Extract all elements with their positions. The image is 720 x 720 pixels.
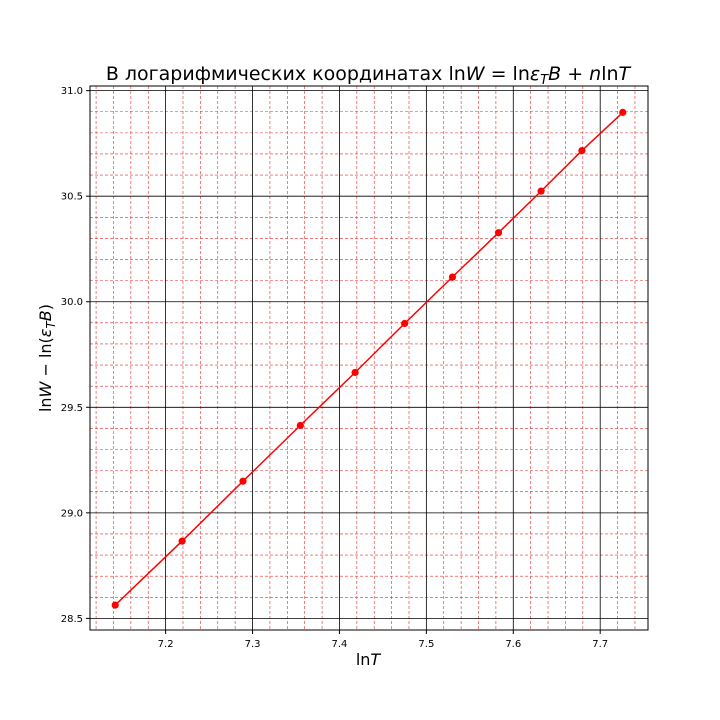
x-axis-label: lnT [356,650,382,669]
data-point [537,187,545,195]
y-tick-label: 28.5 [61,614,83,625]
tick-labels: 7.2 7.3 7.4 7.5 7.6 7.7 28.5 29.0 29.5 30.0 30.5 31… [61,86,608,650]
series-line [114,111,624,606]
y-tick-label: 29.5 [61,403,83,414]
data-point [296,421,304,430]
major-grid [90,86,648,630]
y-tick-label: 30.0 [61,297,83,308]
data-point [494,229,503,237]
data-point [448,273,457,281]
y-tick-label: 31.0 [61,86,83,97]
y-tick-label: 29.0 [61,508,83,519]
y-tick-label: 30.5 [61,192,83,203]
data-point [401,319,409,328]
tick-marks [86,90,601,634]
x-tick-label: 7.4 [331,639,347,650]
plot-frame [89,85,649,631]
data-point [111,601,119,609]
data-point [351,368,359,377]
data-point [578,146,586,155]
data-series [111,108,627,609]
y-axis-label: lnW − ln(εTB) [36,304,58,412]
data-point [619,108,627,116]
x-tick-label: 7.3 [245,639,261,650]
x-tick-label: 7.5 [418,639,434,650]
x-tick-label: 7.7 [592,639,608,650]
x-tick-label: 7.2 [158,639,174,650]
x-tick-label: 7.6 [505,639,521,650]
chart-title: В логарифмических координатах lnW = lnεT… [106,63,632,88]
data-point [239,477,247,485]
minor-grid [90,86,648,630]
data-point [178,537,186,545]
